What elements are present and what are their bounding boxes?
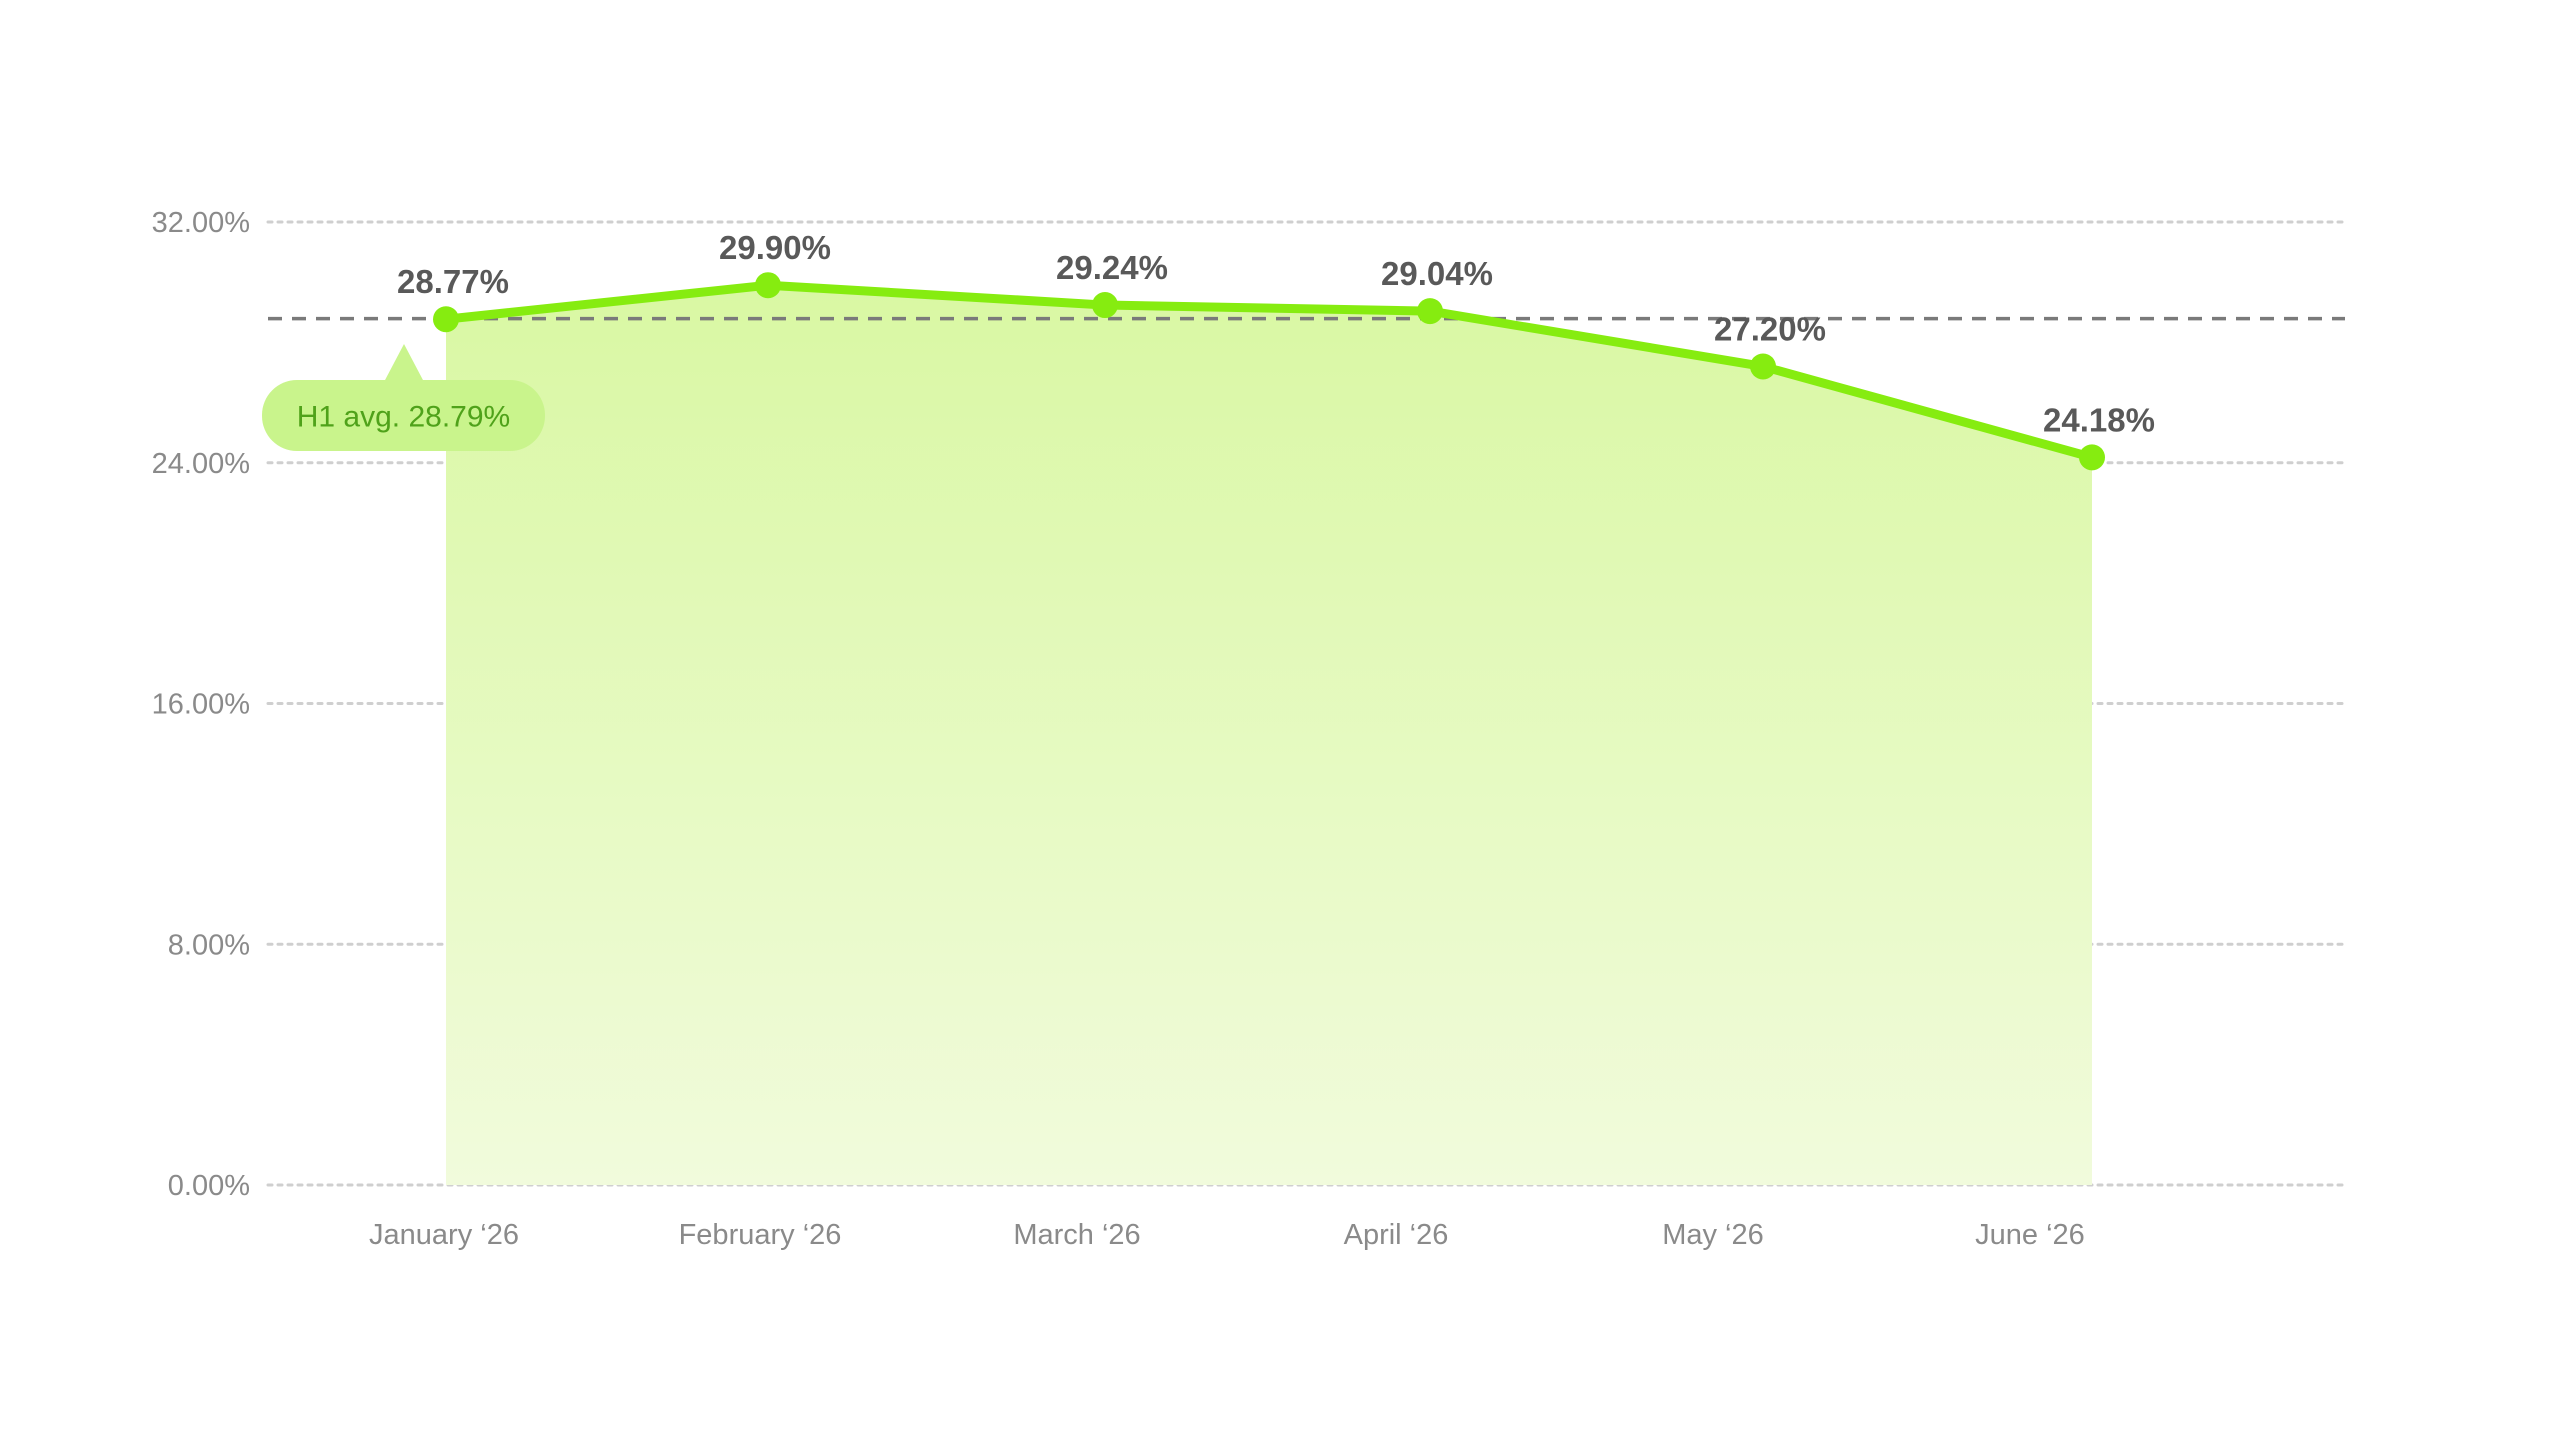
data-label: 29.04% — [1381, 255, 1493, 292]
data-point[interactable] — [1092, 292, 1118, 319]
x-tick-label: March ‘26 — [1013, 1219, 1140, 1251]
y-axis: 0.00% 8.00% 16.00% 24.00% 32.00% — [152, 207, 250, 1202]
data-point[interactable] — [1750, 353, 1776, 380]
data-label: 27.20% — [1714, 310, 1826, 347]
series-line — [441, 280, 2097, 462]
average-badge-background — [262, 380, 545, 451]
data-label: 24.18% — [2043, 401, 2155, 438]
data-points — [433, 272, 2105, 471]
x-tick-label: June ‘26 — [1975, 1219, 2085, 1251]
area-fill — [446, 285, 2092, 1185]
area-fill-layer — [446, 285, 2092, 1185]
y-tick-label: 8.00% — [168, 929, 250, 961]
badge-pointer — [384, 344, 424, 382]
data-point[interactable] — [755, 272, 781, 299]
average-badge-label: H1 avg. 28.79% — [297, 401, 510, 434]
y-tick-label: 0.00% — [168, 1170, 250, 1202]
x-tick-label: May ‘26 — [1662, 1219, 1764, 1251]
data-label: 28.77% — [397, 263, 509, 300]
x-tick-label: April ‘26 — [1344, 1219, 1449, 1251]
y-tick-label: 16.00% — [152, 689, 250, 721]
data-label: 29.90% — [719, 229, 831, 266]
data-point[interactable] — [1417, 298, 1443, 325]
data-point[interactable] — [2079, 444, 2105, 471]
data-label: 29.24% — [1056, 249, 1168, 286]
x-axis: January ‘26 February ‘26 March ‘26 April ‘2… — [369, 1219, 2085, 1251]
data-labels: 28.77% 29.90% 29.24% 29.04% 27.20% 24.18% — [397, 229, 2155, 438]
average-badge: H1 avg. 28.79% — [262, 344, 545, 451]
series-line-layer — [441, 280, 2097, 462]
data-point[interactable] — [433, 306, 459, 333]
y-tick-label: 32.00% — [152, 207, 250, 239]
x-tick-label: February ‘26 — [679, 1219, 842, 1251]
y-tick-label: 24.00% — [152, 448, 250, 480]
x-tick-label: January ‘26 — [369, 1219, 519, 1251]
